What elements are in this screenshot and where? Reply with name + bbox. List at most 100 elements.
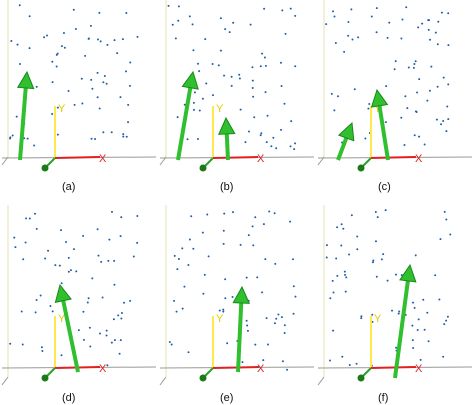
cloud-point [356, 248, 359, 251]
cloud-point [72, 248, 75, 251]
cloud-point [40, 346, 43, 349]
cloud-point [192, 49, 195, 52]
cloud-point [120, 312, 123, 315]
cloud-point [262, 359, 265, 362]
cloud-point [438, 298, 441, 301]
cloud-point [113, 283, 116, 286]
cloud-point [106, 43, 109, 46]
cloud-point [222, 308, 225, 311]
cloud-point [119, 339, 122, 342]
cloud-point [96, 71, 99, 74]
panel: Y X (a) [1, 0, 157, 193]
cloud-point [249, 23, 252, 26]
cloud-point [411, 324, 414, 327]
cloud-point [416, 91, 419, 94]
cloud-point [394, 273, 397, 276]
cloud-point [405, 6, 408, 9]
cloud-point [400, 116, 403, 119]
direction-arrow [393, 280, 410, 379]
cloud-point [47, 249, 50, 252]
cloud-point [28, 15, 31, 18]
cloud-point [344, 290, 347, 293]
cloud-point [325, 23, 328, 26]
x-axis-label: X [257, 363, 265, 375]
cloud-point [253, 116, 256, 119]
direction-arrow [176, 87, 193, 161]
cloud-point [223, 212, 226, 215]
cloud-point [427, 340, 430, 343]
cloud-point [413, 134, 416, 137]
cloud-point [15, 115, 18, 118]
cloud-point [254, 216, 257, 219]
cloud-point [201, 97, 204, 100]
cloud-point [418, 135, 421, 138]
panel-label: (c) [378, 181, 391, 193]
cloud-point [401, 18, 404, 21]
cloud-point [192, 108, 195, 111]
cloud-point [119, 96, 122, 99]
cloud-point [110, 210, 113, 213]
cloud-point [261, 52, 264, 55]
cloud-point [107, 259, 110, 262]
cloud-point [263, 7, 266, 10]
cloud-point [374, 240, 377, 243]
cloud-point [197, 62, 200, 65]
cloud-point [193, 91, 196, 94]
cloud-point [333, 15, 336, 18]
cloud-point [343, 270, 346, 273]
cloud-point [340, 244, 343, 247]
cloud-point [81, 102, 84, 105]
cloud-point [190, 215, 193, 218]
cloud-point [426, 311, 429, 314]
cloud-point [273, 212, 276, 215]
cloud-point [24, 241, 27, 244]
cloud-point [51, 60, 54, 63]
cloud-point [348, 364, 351, 367]
cloud-point [291, 258, 294, 261]
cloud-point [170, 343, 173, 346]
cloud-point [56, 133, 59, 136]
cloud-point [60, 282, 63, 285]
cloud-point [336, 274, 339, 277]
cloud-point [423, 143, 426, 146]
cloud-point [110, 131, 113, 134]
cloud-point [325, 256, 328, 259]
cloud-point [277, 313, 280, 316]
cloud-point [230, 75, 233, 78]
cloud-point [386, 36, 389, 39]
cloud-point [364, 137, 367, 140]
cloud-point [436, 85, 439, 88]
cloud-point [357, 36, 360, 39]
cloud-point [413, 62, 416, 65]
cloud-point [35, 85, 38, 88]
cloud-point [251, 79, 254, 82]
cloud-point [261, 291, 264, 294]
cloud-point [218, 309, 221, 312]
cloud-point [342, 227, 345, 230]
cloud-point [330, 92, 333, 95]
cloud-point [332, 329, 335, 332]
cloud-point [266, 114, 269, 117]
cloud-point [67, 256, 70, 259]
cloud-point [113, 259, 116, 262]
cloud-point [434, 274, 437, 277]
arrow-head [54, 283, 72, 303]
cloud-point [82, 234, 85, 237]
floor-line [317, 156, 325, 166]
cloud-point [395, 346, 398, 349]
panel: Y X (b) [159, 0, 315, 193]
floor-line [1, 156, 9, 166]
cloud-point [191, 23, 194, 26]
cloud-point [385, 85, 388, 88]
cloud-point [245, 319, 248, 322]
cloud-point [336, 226, 339, 229]
direction-arrow [18, 87, 28, 161]
cloud-point [35, 298, 38, 301]
cloud-point [41, 350, 44, 353]
cloud-point [360, 315, 363, 318]
cloud-point [294, 295, 297, 298]
cloud-point [192, 247, 195, 250]
cloud-point [224, 28, 227, 31]
cloud-point [284, 32, 287, 35]
